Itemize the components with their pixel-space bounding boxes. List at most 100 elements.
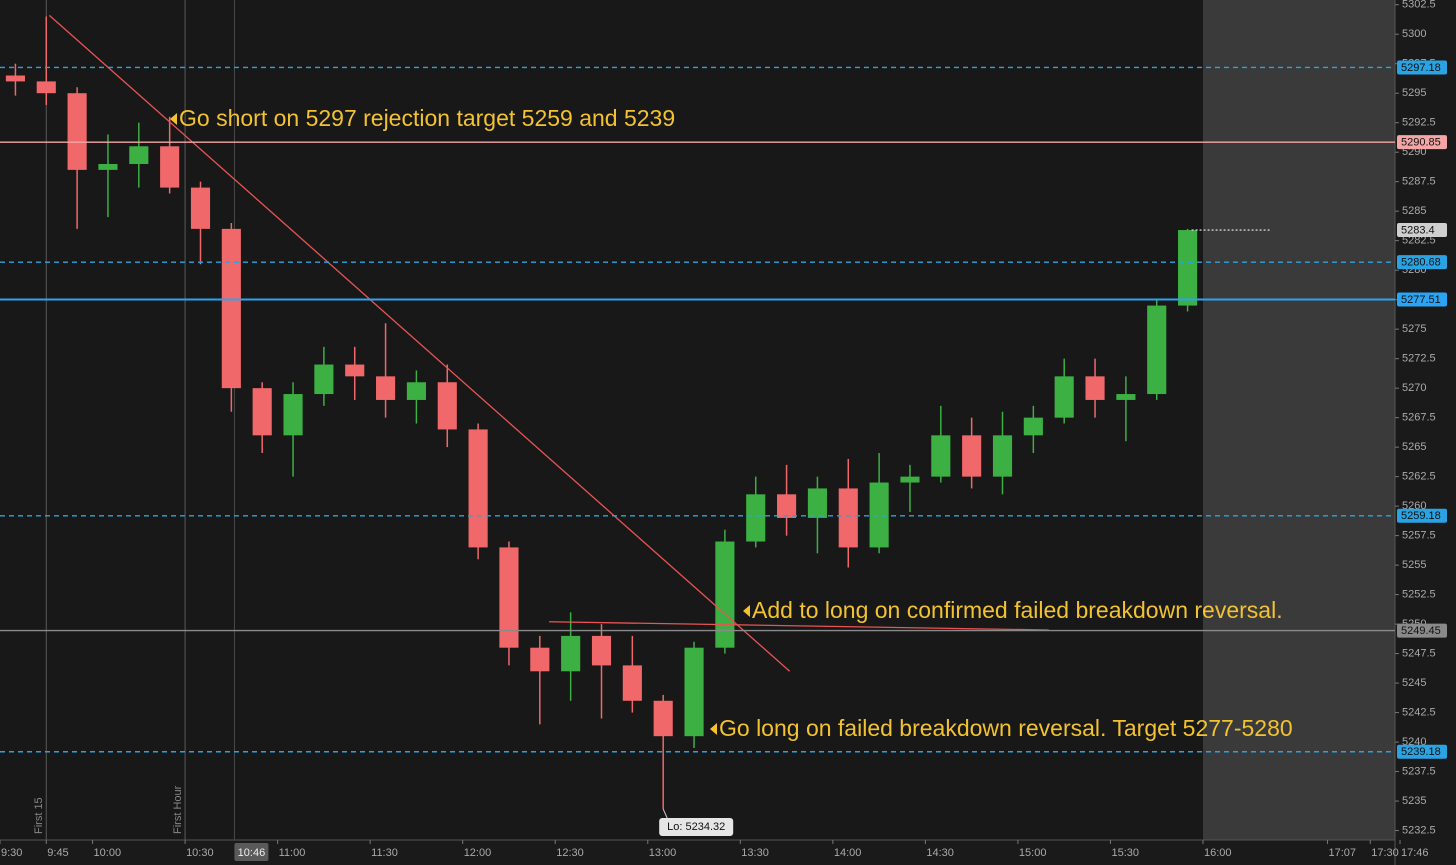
low-label: Lo: 5234.32 bbox=[667, 821, 725, 833]
x-tick-label: 13:00 bbox=[649, 847, 677, 859]
candle-body bbox=[1178, 230, 1198, 306]
price-level-box bbox=[1397, 508, 1447, 523]
candle-body bbox=[1085, 376, 1105, 400]
x-tick-label: 9:45 bbox=[47, 847, 68, 859]
candle-body bbox=[561, 635, 581, 672]
candle-body bbox=[283, 394, 303, 436]
candle-body bbox=[591, 635, 612, 666]
y-tick-label: 5272.5 bbox=[1402, 353, 1436, 365]
candle-body bbox=[1023, 417, 1043, 436]
candle-body bbox=[376, 376, 396, 400]
y-tick-label: 5242.5 bbox=[1402, 706, 1436, 718]
y-tick-label: 5267.5 bbox=[1402, 412, 1436, 424]
candle-body bbox=[931, 435, 951, 477]
y-tick-label: 5292.5 bbox=[1402, 117, 1436, 129]
candle-body bbox=[1147, 305, 1167, 395]
price-level-label: 5259.18 bbox=[1401, 510, 1441, 522]
candle-body bbox=[160, 146, 180, 188]
candle-body bbox=[715, 541, 735, 648]
candle-body bbox=[499, 547, 519, 648]
y-tick-label: 5275 bbox=[1402, 323, 1426, 335]
annotation-pointer bbox=[170, 113, 177, 125]
crosshair-label: 10:46 bbox=[238, 847, 266, 859]
candle-body bbox=[684, 647, 704, 737]
y-tick-label: 5295 bbox=[1402, 87, 1426, 99]
y-tick-label: 5285 bbox=[1402, 205, 1426, 217]
price-level-box bbox=[1397, 255, 1447, 270]
low-connector bbox=[662, 808, 668, 819]
candle-body bbox=[869, 482, 889, 548]
y-tick-label: 5300 bbox=[1402, 28, 1426, 40]
candle-body bbox=[406, 382, 426, 400]
candle-body bbox=[992, 435, 1013, 477]
price-level-label: 5297.18 bbox=[1401, 62, 1441, 74]
x-tick-label: 9:30 bbox=[1, 847, 22, 859]
candle-body bbox=[190, 187, 211, 229]
annotation: Add to long on confirmed failed breakdow… bbox=[752, 597, 1283, 623]
y-tick-label: 5287.5 bbox=[1402, 176, 1436, 188]
y-tick-label: 5282.5 bbox=[1402, 235, 1436, 247]
candle-body bbox=[98, 163, 118, 170]
y-tick-label: 5255 bbox=[1402, 559, 1426, 571]
price-level-box bbox=[1397, 135, 1447, 150]
annotation-pointer bbox=[743, 605, 750, 617]
candle-body bbox=[530, 647, 550, 672]
trendline bbox=[48, 14, 791, 672]
trendline bbox=[549, 621, 1049, 631]
price-level-box bbox=[1397, 744, 1447, 759]
x-tick-label: 14:00 bbox=[834, 847, 862, 859]
y-tick-label: 5245 bbox=[1402, 677, 1426, 689]
candle-body bbox=[962, 435, 982, 477]
price-level-box bbox=[1397, 623, 1447, 638]
candle-body bbox=[5, 75, 25, 82]
x-tick-label: 13:30 bbox=[741, 847, 769, 859]
y-tick-label: 5232.5 bbox=[1402, 824, 1436, 836]
x-tick-label: 17:30 bbox=[1371, 847, 1399, 859]
y-tick-label: 5237.5 bbox=[1402, 765, 1436, 777]
x-tick-label: 10:30 bbox=[186, 847, 214, 859]
x-tick-label: 12:00 bbox=[464, 847, 492, 859]
x-tick-label: 12:30 bbox=[556, 847, 584, 859]
candle-body bbox=[36, 81, 56, 94]
candle-body bbox=[900, 476, 920, 483]
candle-body bbox=[437, 382, 457, 430]
crosshair-box bbox=[234, 843, 269, 861]
price-level-box bbox=[1397, 223, 1447, 238]
x-tick-label: 11:00 bbox=[279, 847, 306, 859]
y-tick-label: 5247.5 bbox=[1402, 648, 1436, 660]
candle-body bbox=[622, 665, 642, 701]
x-tick-label: 15:00 bbox=[1019, 847, 1047, 859]
candle-body bbox=[129, 146, 149, 164]
marker-label: First Hour bbox=[172, 785, 184, 834]
candle-body bbox=[1116, 394, 1136, 400]
price-level-label: 5280.68 bbox=[1401, 257, 1441, 269]
candle-body bbox=[777, 494, 797, 518]
y-tick-label: 5235 bbox=[1402, 795, 1426, 807]
price-level-label: 5239.18 bbox=[1401, 746, 1441, 758]
y-tick-label: 5270 bbox=[1402, 382, 1426, 394]
x-tick-label: 10:00 bbox=[94, 847, 122, 859]
low-box bbox=[659, 818, 734, 836]
candle-body bbox=[653, 700, 673, 737]
candle-body bbox=[468, 429, 488, 548]
marker-label: First 15 bbox=[33, 797, 45, 834]
price-level-label: 5277.51 bbox=[1401, 294, 1441, 306]
y-tick-label: 5262.5 bbox=[1402, 471, 1436, 483]
annotation-pointer bbox=[710, 723, 717, 735]
x-tick-label: 11:30 bbox=[371, 847, 398, 859]
candle-body bbox=[838, 488, 858, 548]
x-tick-label: 16:00 bbox=[1204, 847, 1232, 859]
candle-body bbox=[252, 388, 272, 436]
candle-body bbox=[67, 93, 87, 170]
after-hours-shade bbox=[1203, 0, 1395, 840]
candle-body bbox=[1054, 376, 1074, 418]
candle-body bbox=[807, 488, 827, 518]
candle-body bbox=[746, 494, 766, 542]
x-tick-label: 17:07 bbox=[1329, 847, 1357, 859]
y-tick-label: 5257.5 bbox=[1402, 530, 1436, 542]
price-level-label: 5283.4 bbox=[1401, 224, 1435, 236]
price-level-box bbox=[1397, 292, 1447, 307]
y-tick-label: 5265 bbox=[1402, 441, 1426, 453]
x-tick-label: 14:30 bbox=[926, 847, 954, 859]
